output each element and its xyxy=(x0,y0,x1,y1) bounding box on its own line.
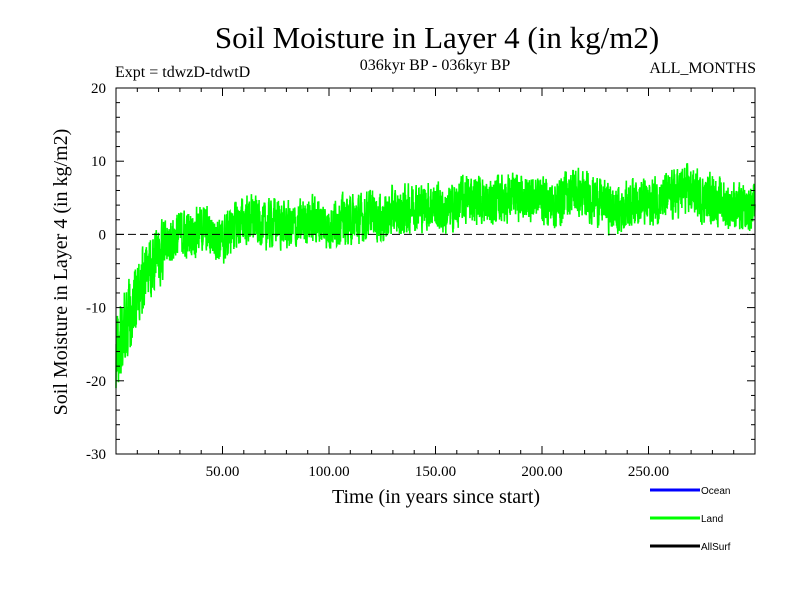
x-axis-label: Time (in years since start) xyxy=(332,486,540,508)
legend-label-land: Land xyxy=(701,514,723,525)
months-label: ALL_MONTHS xyxy=(649,60,756,77)
x-tick-label: 250.00 xyxy=(628,464,669,480)
y-tick-label: -10 xyxy=(86,301,106,317)
x-tick-label: 150.00 xyxy=(415,464,456,480)
period-label: 036kyr BP - 036kyr BP xyxy=(360,57,511,74)
x-tick-label: 100.00 xyxy=(308,464,349,480)
plot-area: -30 -20 -10 0 10 20 50.00 100.00 150.00 200.00 250… xyxy=(86,81,756,480)
y-axis-label: Soil Moisture in Layer 4 (in kg/m2) xyxy=(50,129,72,416)
y-tick-label: 0 xyxy=(99,227,107,243)
y-tick-label: 20 xyxy=(91,81,106,97)
y-tick-label: -20 xyxy=(86,374,106,390)
legend: Ocean Land AllSurf xyxy=(650,486,731,553)
chart-title: Soil Moisture in Layer 4 (in kg/m2) xyxy=(215,20,659,55)
expt-label: Expt = tdwzD-tdwtD xyxy=(115,64,250,81)
y-tick-label: -30 xyxy=(86,447,106,463)
legend-label-ocean: Ocean xyxy=(701,486,730,497)
plot-frame xyxy=(115,87,756,455)
legend-label-allsurf: AllSurf xyxy=(701,542,731,553)
x-tick-label: 200.00 xyxy=(521,464,562,480)
y-tick-label: 10 xyxy=(91,154,106,170)
x-tick-label: 50.00 xyxy=(206,464,240,480)
series-line-land xyxy=(115,163,756,389)
